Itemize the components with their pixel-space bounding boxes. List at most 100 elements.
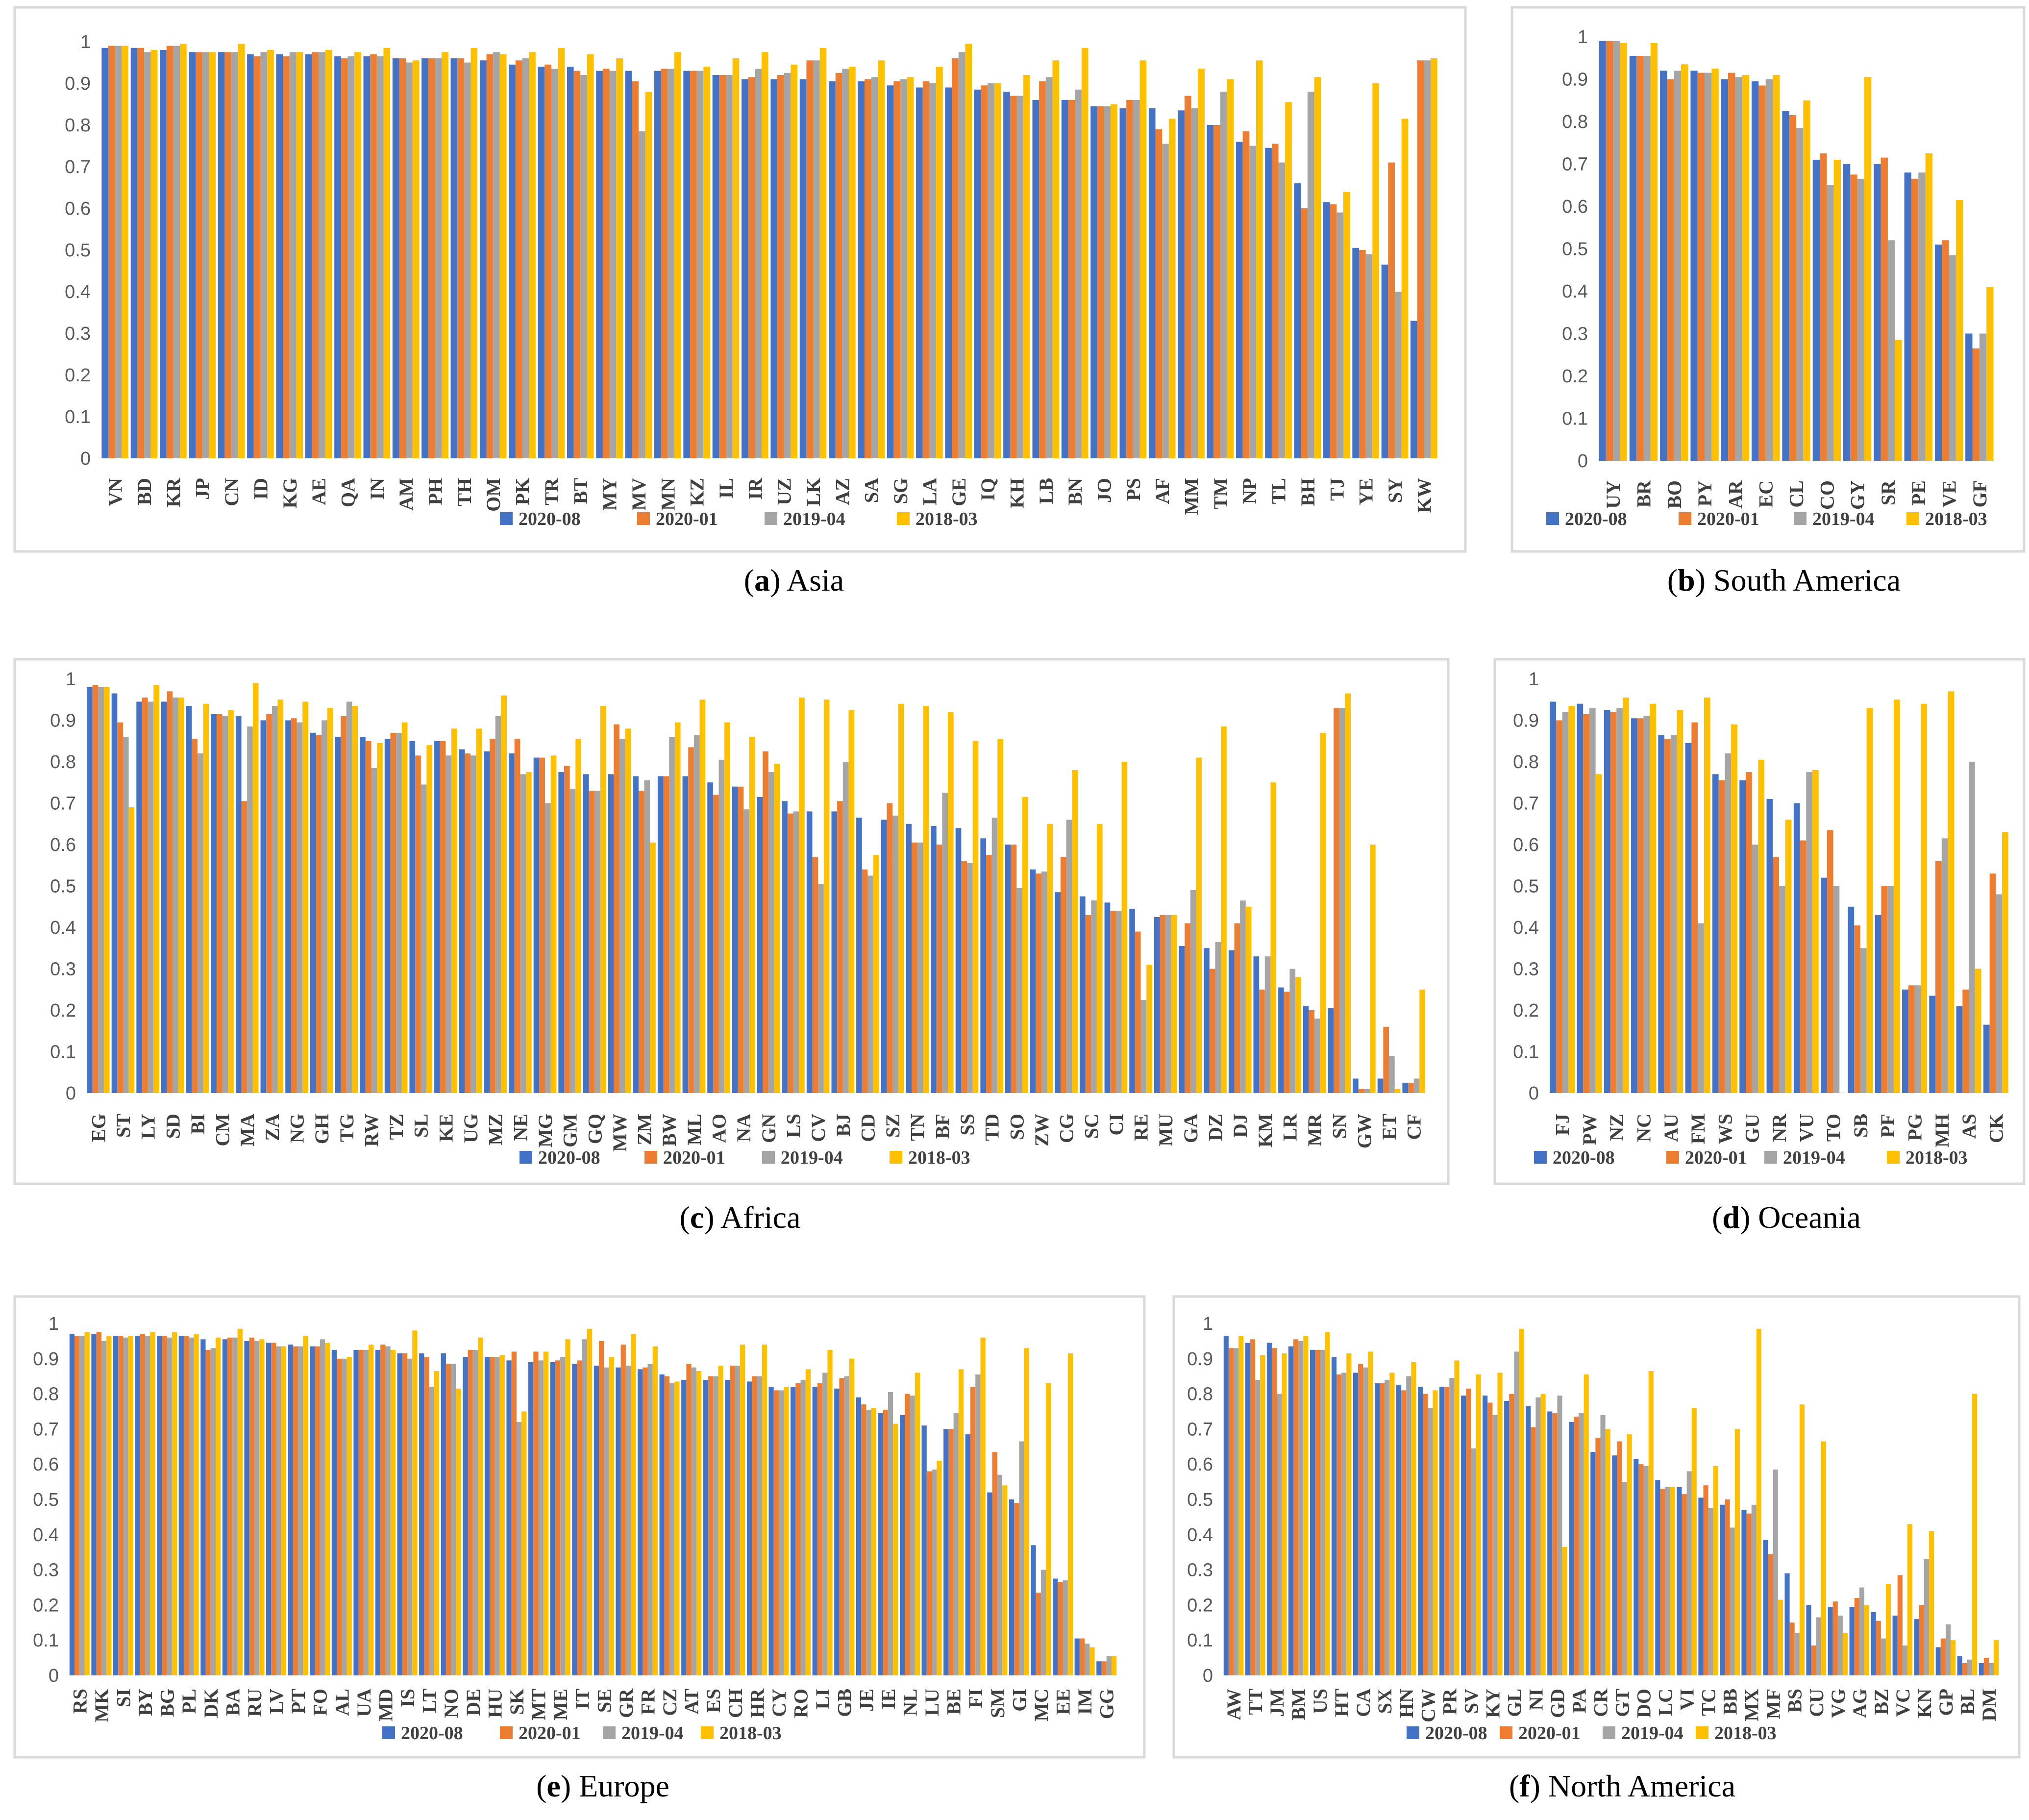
x-tick-label: BS <box>1784 1689 1806 1713</box>
bar <box>1734 1429 1740 1675</box>
bar <box>1133 100 1140 458</box>
bar <box>509 753 515 1093</box>
bar <box>421 784 427 1093</box>
bar <box>1424 60 1431 458</box>
legend-swatch <box>382 1726 395 1739</box>
bar <box>892 815 898 1093</box>
bar <box>732 58 740 458</box>
bar <box>123 1337 128 1675</box>
bar <box>986 855 992 1094</box>
bar <box>189 1337 194 1675</box>
bar <box>907 77 914 458</box>
x-tick-label: CN <box>221 478 243 506</box>
bar <box>241 801 247 1093</box>
y-tick-label: 0.9 <box>65 74 91 94</box>
panel-caption: (c) Africa <box>680 1200 801 1235</box>
bar <box>550 1362 555 1675</box>
bar <box>1406 1376 1411 1675</box>
bar <box>346 701 352 1093</box>
bar <box>1948 691 1955 1093</box>
caption-title: South America <box>1713 563 1901 598</box>
y-tick-label: 0 <box>66 1083 76 1104</box>
bar <box>1155 129 1163 458</box>
y-tick-label: 0.2 <box>1513 1000 1539 1021</box>
x-tick-label: WS <box>1714 1114 1736 1144</box>
bar <box>1471 1448 1476 1675</box>
legend-label: 2020-01 <box>1518 1723 1581 1744</box>
x-tick-label: BR <box>1633 480 1655 508</box>
bar <box>288 1345 293 1675</box>
bar <box>878 1413 883 1675</box>
bar <box>1162 144 1169 458</box>
bar <box>465 753 471 1093</box>
bar <box>390 732 396 1093</box>
bar <box>1343 192 1350 458</box>
bar <box>589 791 595 1093</box>
bar <box>1720 1504 1725 1675</box>
bar <box>1417 60 1424 458</box>
bar <box>625 728 631 1093</box>
bar <box>1789 115 1796 461</box>
bar <box>260 720 267 1093</box>
bar <box>130 48 138 458</box>
x-tick-label: HR <box>746 1688 768 1718</box>
bar <box>1005 845 1011 1093</box>
bar <box>1784 1573 1790 1675</box>
legend-label: 2020-08 <box>519 509 581 529</box>
bar <box>1419 989 1425 1093</box>
bar <box>1121 762 1128 1093</box>
bar <box>392 58 399 458</box>
bar <box>396 732 402 1093</box>
bar <box>856 818 862 1093</box>
bar <box>932 1469 937 1675</box>
bar <box>703 67 710 458</box>
bar <box>1104 902 1111 1093</box>
x-tick-label: GN <box>758 1114 780 1143</box>
bar <box>749 737 755 1093</box>
bar <box>1773 75 1780 461</box>
bar <box>1583 714 1589 1093</box>
bar <box>955 828 962 1093</box>
bar <box>1803 100 1810 461</box>
bar <box>1893 699 1900 1093</box>
bar <box>470 755 476 1093</box>
bar <box>390 1349 396 1675</box>
bar <box>327 708 333 1093</box>
bar <box>1752 81 1759 461</box>
bar <box>1430 58 1437 458</box>
bar <box>1935 861 1942 1093</box>
x-tick-label: RU <box>244 1689 266 1717</box>
bar <box>210 1348 216 1675</box>
bar <box>600 705 606 1093</box>
bar <box>376 56 384 458</box>
x-tick-label: SL <box>410 1114 432 1138</box>
legend-swatch <box>890 1151 902 1164</box>
bar <box>945 87 952 458</box>
bar <box>1929 996 1936 1093</box>
bar <box>1514 1351 1519 1675</box>
bar <box>703 1379 708 1675</box>
x-tick-label: MM <box>1181 478 1203 515</box>
bar <box>972 741 979 1093</box>
bar <box>123 737 129 1093</box>
bar <box>1365 254 1373 458</box>
bar <box>298 1346 303 1675</box>
bar <box>1827 830 1833 1093</box>
bar <box>1063 1580 1068 1675</box>
bar <box>358 1349 364 1675</box>
bar <box>1902 1645 1908 1675</box>
x-tick-label: CW <box>1417 1689 1439 1722</box>
x-tick-label: SK <box>506 1689 528 1715</box>
bar <box>1519 1328 1524 1675</box>
bar <box>1394 1089 1401 1093</box>
bar <box>1040 1570 1046 1675</box>
bar <box>1036 873 1041 1093</box>
x-tick-label: BJ <box>832 1114 854 1137</box>
x-tick-label: US <box>1309 1689 1331 1714</box>
bar <box>1604 710 1610 1094</box>
bar <box>91 1334 97 1675</box>
x-tick-label: IM <box>1074 1689 1096 1715</box>
x-tick-label: NL <box>899 1689 921 1716</box>
bar <box>297 722 303 1093</box>
bar <box>1282 1353 1287 1675</box>
